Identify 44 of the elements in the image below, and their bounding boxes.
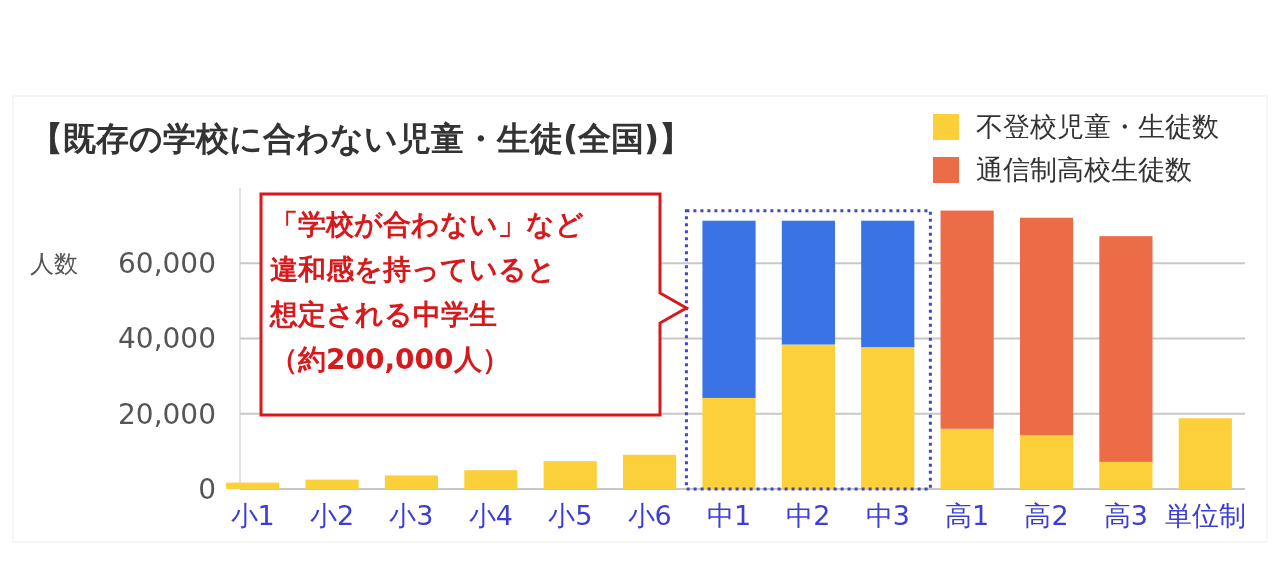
- x-tick-label: 高1: [945, 500, 990, 531]
- y-tick-label: 0: [198, 472, 216, 506]
- y-tick-label: 20,000: [118, 397, 216, 431]
- bar: [781, 220, 835, 345]
- bar: [702, 220, 756, 398]
- bar: [226, 482, 280, 489]
- x-tick-label: 小1: [230, 500, 275, 531]
- bar: [1178, 418, 1232, 489]
- x-tick-label: 小5: [548, 500, 593, 531]
- x-tick-label: 小6: [627, 500, 672, 531]
- x-tick-label: 高3: [1103, 500, 1149, 531]
- legend-label: 不登校児童・生徒数: [976, 111, 1219, 143]
- bar: [781, 344, 835, 489]
- bar: [1019, 217, 1074, 436]
- bar: [940, 210, 994, 429]
- bar: [1019, 435, 1074, 489]
- y-tick-label: 60,000: [118, 247, 216, 281]
- annotation: 「学校が合わない」など: [270, 208, 584, 241]
- bar: [305, 479, 359, 489]
- bar: [702, 397, 756, 489]
- x-tick-label: 小2: [309, 500, 355, 531]
- x-tick-label: 単位制: [1164, 500, 1246, 531]
- annotation: 違和感を持っていると: [270, 253, 556, 286]
- x-tick-label: 中1: [706, 500, 752, 531]
- bar: [384, 475, 439, 489]
- bar: [623, 454, 677, 489]
- bar: [940, 428, 994, 489]
- bar: [1099, 461, 1153, 489]
- bar: [464, 470, 518, 489]
- x-tick-label: 中3: [865, 500, 910, 531]
- bar: [861, 347, 915, 489]
- y-axis-title: 人数: [30, 249, 78, 278]
- bar: [543, 461, 597, 489]
- x-tick-label: 高2: [1024, 500, 1069, 531]
- chart-title: 【既存の学校に合わない児童・生徒(全国)】: [30, 119, 693, 158]
- x-tick-label: 小3: [389, 500, 434, 531]
- y-tick-label: 40,000: [118, 322, 216, 356]
- x-tick-label: 中2: [786, 500, 831, 531]
- bar: [1099, 236, 1153, 462]
- annotation: 想定される中学生: [269, 298, 497, 331]
- bar: [861, 220, 915, 348]
- x-tick-label: 小4: [468, 500, 513, 531]
- annotation: （約200,000人）: [270, 343, 510, 376]
- legend-label: 通信制高校生徒数: [976, 154, 1192, 186]
